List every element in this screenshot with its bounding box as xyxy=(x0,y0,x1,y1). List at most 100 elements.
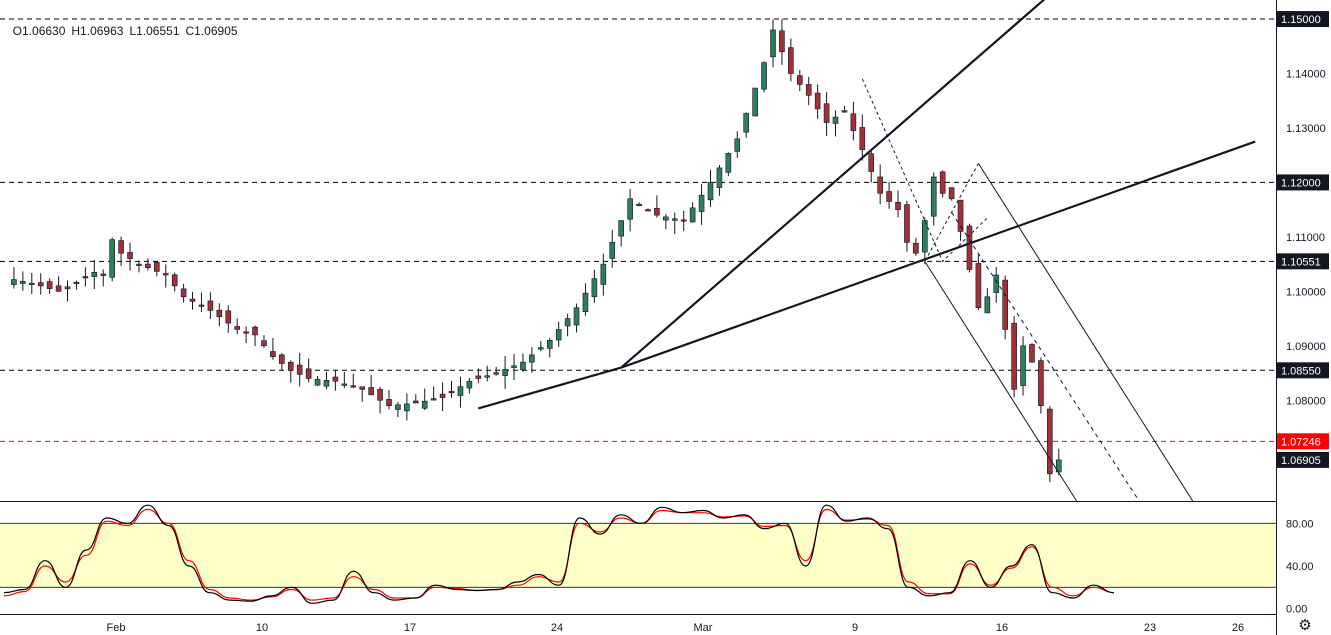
candle-down xyxy=(904,204,910,243)
stoch-band-fill xyxy=(0,523,1276,588)
candle-down xyxy=(377,389,383,401)
candle-down xyxy=(796,75,803,85)
ohlc-high: H1.06963 xyxy=(71,24,124,38)
candle-down xyxy=(368,387,374,396)
candle-down xyxy=(216,309,223,318)
candle-down xyxy=(189,298,196,302)
candle-down xyxy=(895,201,901,210)
candle-up xyxy=(618,220,624,237)
candle-down xyxy=(359,386,366,390)
candle-down xyxy=(412,400,419,404)
candle-up xyxy=(627,198,633,220)
candle-down xyxy=(46,281,53,289)
ohlc-open: O1.06630 xyxy=(12,24,66,38)
candle-down xyxy=(493,372,499,375)
candle-down xyxy=(966,225,973,270)
price-pane[interactable] xyxy=(0,0,1276,502)
candle-down xyxy=(1029,344,1035,363)
candle-down xyxy=(680,219,687,222)
price-label-bg xyxy=(1277,174,1329,191)
candle-down xyxy=(475,375,482,379)
candle-down xyxy=(430,398,437,401)
candle-down xyxy=(100,273,107,276)
candle-up xyxy=(689,207,696,223)
candle-up xyxy=(538,347,544,350)
last-price-label: 1.06905 xyxy=(1281,455,1321,467)
candle-down xyxy=(823,103,830,123)
candle-up xyxy=(546,340,553,349)
time-tick-label: 9 xyxy=(852,622,858,634)
candle-down xyxy=(877,176,883,194)
candle-up xyxy=(484,375,491,378)
candle-down xyxy=(886,191,892,202)
candle-up xyxy=(466,380,473,389)
candle-down xyxy=(225,310,232,324)
ohlc-close: C1.06905 xyxy=(185,24,238,38)
candle-up xyxy=(636,203,642,207)
candle-up xyxy=(993,274,1000,293)
candle-up xyxy=(395,404,401,410)
candle-down xyxy=(1011,322,1017,390)
candle-up xyxy=(323,379,330,387)
price-label: 1.15000 xyxy=(1281,14,1321,26)
candle-down xyxy=(171,274,178,287)
candle-down xyxy=(252,326,258,336)
candle-up xyxy=(457,386,464,396)
alert-price-label: 1.07246 xyxy=(1281,436,1321,448)
candle-down xyxy=(913,242,919,254)
candle-up xyxy=(11,279,17,285)
last-price-label-bg xyxy=(1277,451,1329,468)
candle-up xyxy=(609,242,616,259)
candle-up xyxy=(520,361,526,371)
candle-down xyxy=(645,209,651,212)
candle-down xyxy=(448,391,455,394)
time-tick-label: 17 xyxy=(404,622,416,634)
candle-up xyxy=(770,29,776,58)
price-tick-label: 1.14000 xyxy=(1286,69,1326,81)
candle-down xyxy=(37,282,44,287)
candle-up xyxy=(64,286,71,290)
price-label: 1.08550 xyxy=(1281,365,1321,377)
stoch-k-line xyxy=(3,504,1115,604)
candle-down xyxy=(957,199,964,232)
candle-up xyxy=(502,369,508,376)
time-tick-label: Feb xyxy=(107,622,126,634)
candle-down xyxy=(82,276,89,279)
candle-down xyxy=(243,331,249,334)
candle-down xyxy=(841,110,848,113)
candle-up xyxy=(984,296,991,314)
candle-down xyxy=(305,368,312,379)
candle-up xyxy=(663,216,669,221)
candle-down xyxy=(1047,408,1053,475)
stochastic-pane[interactable] xyxy=(0,504,1276,604)
candle-down xyxy=(55,285,62,292)
candle-down xyxy=(296,364,303,375)
candle-up xyxy=(20,281,26,284)
price-tick-label: 1.10000 xyxy=(1286,286,1326,298)
candle-up xyxy=(761,62,767,90)
candle-up xyxy=(600,263,607,285)
ohlc-low: L1.06551 xyxy=(129,24,180,38)
candle-down xyxy=(350,385,357,388)
price-tick-label: 1.13000 xyxy=(1286,123,1326,135)
stoch-tick-label: 80.00 xyxy=(1286,518,1314,530)
trendline xyxy=(620,0,1046,369)
candle-down xyxy=(287,361,294,371)
settings-icon[interactable]: ⚙ xyxy=(1298,617,1312,634)
candle-up xyxy=(136,263,142,266)
pitchfork-dashes xyxy=(861,78,988,263)
price-tick-label: 1.09000 xyxy=(1286,341,1326,353)
candle-up xyxy=(109,239,115,278)
candle-down xyxy=(805,84,812,96)
time-tick-label: 24 xyxy=(551,622,563,634)
time-tick-label: 10 xyxy=(256,622,268,634)
candle-down xyxy=(234,326,240,330)
channel-upper-line xyxy=(977,163,1194,502)
candle-up xyxy=(28,282,35,285)
candle-down xyxy=(1038,360,1044,407)
ohlc-legend: O1.06630 H1.06963 L1.06551 C1.06905 xyxy=(6,10,244,38)
price-tick-label: 1.08000 xyxy=(1286,395,1326,407)
candle-up xyxy=(698,194,705,212)
